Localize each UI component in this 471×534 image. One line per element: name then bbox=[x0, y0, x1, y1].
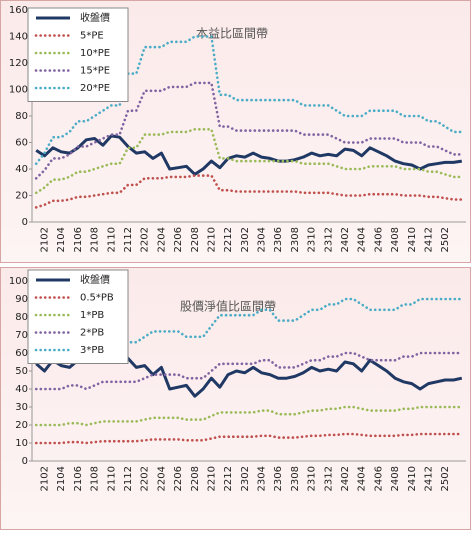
series-line bbox=[34, 174, 464, 209]
legend-label: 10*PE bbox=[80, 48, 110, 59]
x-tick-label: 2212 bbox=[223, 466, 234, 491]
x-tick-label: 2204 bbox=[156, 227, 167, 252]
x-tick-label: 2404 bbox=[357, 227, 368, 252]
legend-label: 1*PB bbox=[80, 310, 104, 321]
x-tick-label: 2402 bbox=[340, 227, 351, 252]
x-tick-label: 2104 bbox=[56, 227, 67, 252]
x-tick-label: 2306 bbox=[273, 227, 284, 252]
y-tick-label: 20 bbox=[15, 191, 28, 202]
x-tick-label: 2208 bbox=[190, 466, 201, 491]
y-tick-label: 20 bbox=[15, 420, 28, 431]
x-tick-label: 2406 bbox=[373, 466, 384, 491]
y-tick-label: 0 bbox=[22, 217, 28, 228]
series-line bbox=[34, 81, 464, 180]
x-tick-label: 2308 bbox=[290, 227, 301, 252]
x-tick-label: 2102 bbox=[40, 466, 51, 491]
x-tick-label: 2408 bbox=[390, 227, 401, 252]
y-tick-label: 30 bbox=[15, 402, 28, 413]
y-tick-label: 80 bbox=[15, 111, 28, 122]
x-tick-label: 2112 bbox=[123, 227, 134, 252]
legend-label: 20*PE bbox=[80, 83, 110, 94]
series-line bbox=[34, 128, 464, 195]
x-tick-label: 2302 bbox=[240, 227, 251, 252]
x-tick-label: 2312 bbox=[323, 466, 334, 491]
x-tick-label: 2502 bbox=[440, 227, 451, 252]
x-tick-label: 2502 bbox=[440, 466, 451, 491]
x-tick-label: 2304 bbox=[257, 466, 268, 491]
legend-label: 0.5*PB bbox=[80, 293, 114, 304]
x-tick-label: 2210 bbox=[206, 227, 217, 252]
x-tick-label: 2308 bbox=[290, 466, 301, 491]
y-tick-label: 60 bbox=[15, 348, 28, 359]
series-line bbox=[35, 134, 463, 176]
y-tick-label: 0 bbox=[22, 456, 28, 467]
y-tick-label: 10 bbox=[15, 438, 28, 449]
x-tick-label: 2102 bbox=[40, 227, 51, 252]
legend-label: 5*PE bbox=[80, 31, 104, 42]
x-tick-label: 2408 bbox=[390, 466, 401, 491]
y-tick-label: 40 bbox=[15, 164, 28, 175]
y-tick-label: 140 bbox=[9, 32, 28, 43]
x-tick-label: 2412 bbox=[423, 227, 434, 252]
y-tick-label: 120 bbox=[9, 58, 28, 69]
x-tick-label: 2410 bbox=[407, 227, 418, 252]
x-tick-label: 2412 bbox=[423, 466, 434, 491]
legend-label: 3*PB bbox=[80, 345, 104, 356]
x-tick-label: 2206 bbox=[173, 227, 184, 252]
y-tick-label: 100 bbox=[9, 276, 28, 287]
x-tick-label: 2310 bbox=[307, 227, 318, 252]
y-tick-label: 50 bbox=[15, 366, 28, 377]
x-tick-label: 2210 bbox=[206, 466, 217, 491]
y-tick-label: 60 bbox=[15, 138, 28, 149]
x-tick-label: 2106 bbox=[73, 227, 84, 252]
y-tick-label: 70 bbox=[15, 330, 28, 341]
legend-label: 收盤價 bbox=[80, 11, 110, 24]
y-tick-label: 80 bbox=[15, 312, 28, 323]
series-line bbox=[34, 405, 464, 427]
x-tick-label: 2202 bbox=[140, 227, 151, 252]
legend-label: 15*PE bbox=[80, 66, 110, 77]
legend-label: 收盤價 bbox=[80, 273, 110, 286]
x-tick-label: 2212 bbox=[223, 227, 234, 252]
x-tick-label: 2410 bbox=[407, 466, 418, 491]
x-tick-label: 2106 bbox=[73, 466, 84, 491]
x-tick-label: 2112 bbox=[123, 466, 134, 491]
x-tick-label: 2104 bbox=[56, 466, 67, 491]
x-tick-label: 2312 bbox=[323, 227, 334, 252]
x-tick-label: 2108 bbox=[90, 466, 101, 491]
x-tick-label: 2310 bbox=[307, 466, 318, 491]
x-tick-label: 2302 bbox=[240, 466, 251, 491]
x-tick-label: 2406 bbox=[373, 227, 384, 252]
series-line bbox=[34, 351, 464, 391]
x-tick-label: 2304 bbox=[257, 227, 268, 252]
x-tick-label: 2306 bbox=[273, 466, 284, 491]
y-tick-label: 100 bbox=[9, 85, 28, 96]
x-tick-label: 2204 bbox=[156, 466, 167, 491]
legend-label: 2*PB bbox=[80, 328, 104, 339]
x-tick-label: 2206 bbox=[173, 466, 184, 491]
x-tick-label: 2202 bbox=[140, 466, 151, 491]
x-tick-label: 2110 bbox=[106, 466, 117, 491]
x-tick-label: 2402 bbox=[340, 466, 351, 491]
x-tick-label: 2208 bbox=[190, 227, 201, 252]
legend-box bbox=[27, 269, 129, 364]
chart-title: 股價淨值比區間帶 bbox=[180, 299, 276, 314]
x-tick-label: 2108 bbox=[90, 227, 101, 252]
y-tick-label: 90 bbox=[15, 294, 28, 305]
y-tick-label: 160 bbox=[9, 5, 28, 16]
legend-box bbox=[27, 7, 129, 102]
series-line bbox=[34, 35, 464, 165]
x-tick-label: 2110 bbox=[106, 227, 117, 252]
x-tick-label: 2404 bbox=[357, 466, 368, 491]
chart-title: 本益比區間帶 bbox=[196, 27, 268, 41]
y-tick-label: 40 bbox=[15, 384, 28, 395]
